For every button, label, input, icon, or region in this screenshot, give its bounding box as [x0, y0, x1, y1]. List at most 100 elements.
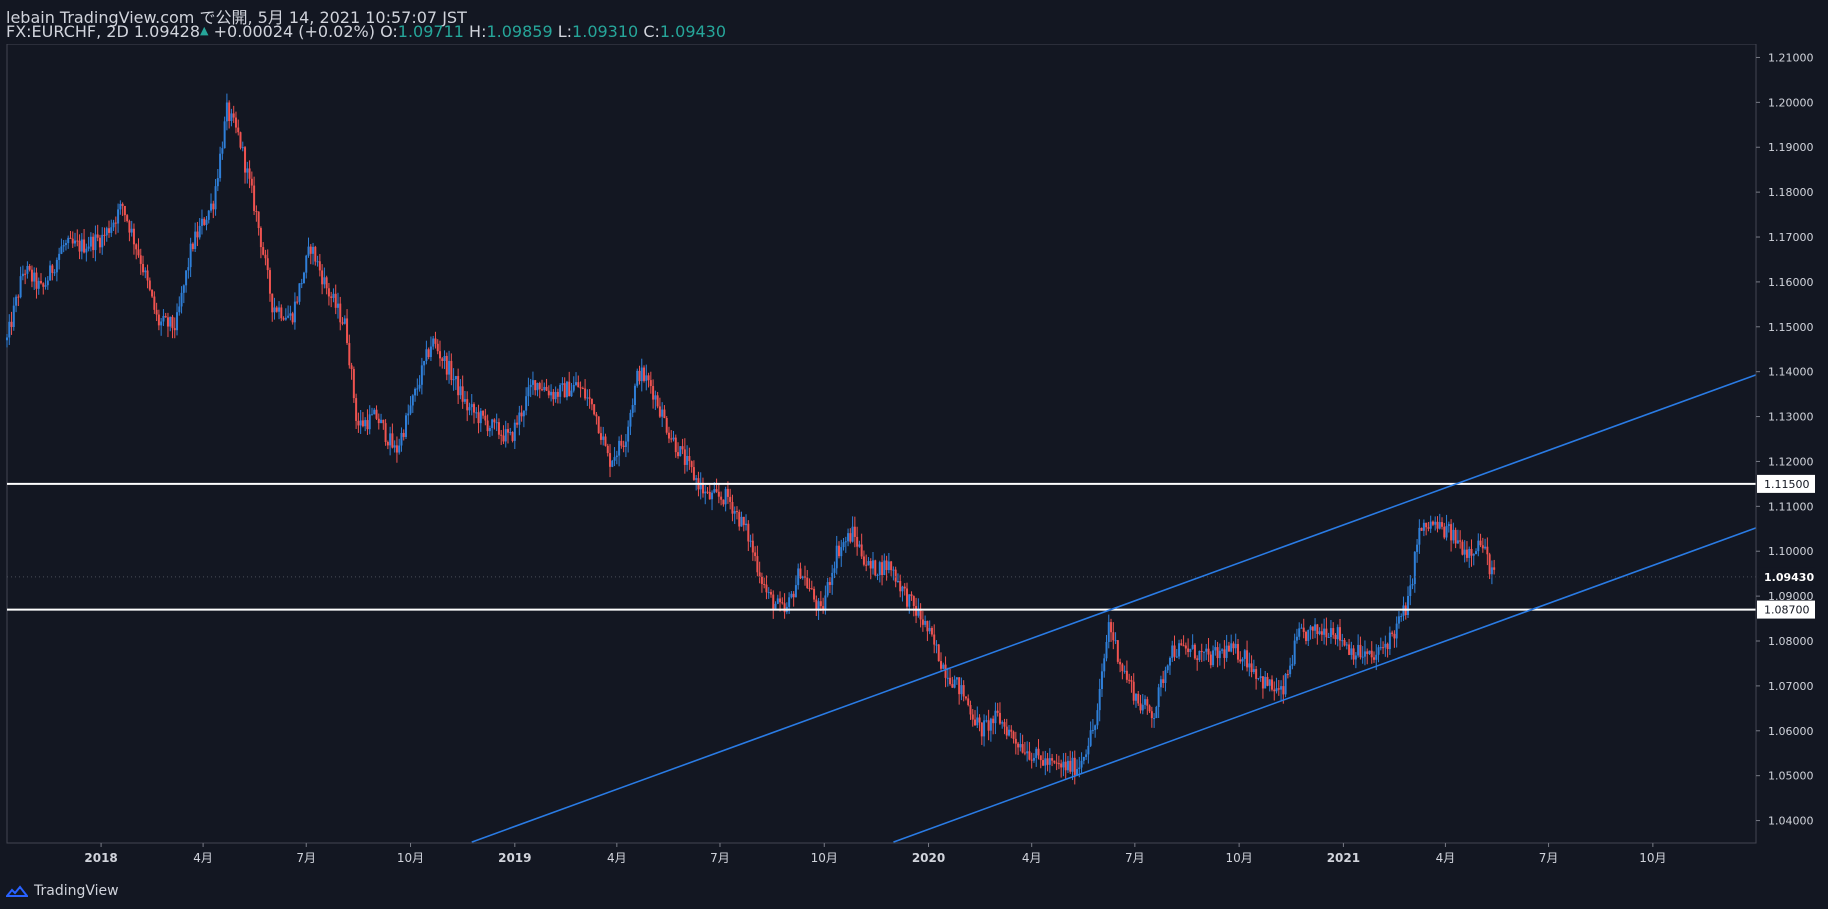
candle-up [368, 414, 371, 430]
candle-down [1441, 522, 1444, 527]
candle-down [647, 375, 650, 381]
candle-down [24, 273, 27, 275]
candle-up [425, 349, 428, 362]
candle-up [49, 265, 52, 281]
candle-down [1479, 540, 1482, 546]
candle-up [1089, 730, 1092, 746]
candle-down [309, 246, 312, 254]
candle-up [1309, 626, 1312, 630]
candle-down [502, 435, 505, 442]
candle-down [427, 349, 430, 358]
candle-up [495, 422, 498, 424]
candle-up [842, 542, 845, 548]
candle-down [865, 564, 868, 566]
candle-down [128, 221, 131, 233]
candle-up [636, 370, 639, 386]
candle-up [1327, 637, 1330, 639]
candle-down [377, 418, 380, 424]
candle-up [695, 478, 698, 480]
candle-up [1141, 704, 1144, 711]
candle-up [989, 718, 992, 731]
candle-up [180, 292, 183, 307]
candle-up [1202, 651, 1205, 653]
candle-up [1422, 522, 1425, 531]
candle-up [162, 315, 165, 322]
candle-up [867, 561, 870, 566]
candle-down [1325, 628, 1328, 638]
candle-down [808, 588, 811, 590]
candle-down [806, 577, 809, 589]
candle-up [110, 227, 113, 233]
candle-up [420, 365, 423, 385]
candle-up [1397, 616, 1400, 624]
candle-up [994, 710, 997, 724]
candle-down [912, 596, 915, 606]
candle-up [554, 391, 557, 400]
candle-up [749, 540, 752, 542]
candle-down [355, 398, 358, 421]
candle-up [169, 316, 172, 327]
candle-down [1139, 703, 1142, 711]
candle-down [234, 117, 237, 128]
candle-down [717, 491, 720, 497]
candle-down [507, 429, 510, 433]
candle-down [783, 603, 786, 613]
candle-down [10, 321, 13, 327]
candle-up [887, 561, 890, 571]
price-tick-label: 1.10000 [1768, 545, 1814, 558]
price-tick-label: 1.13000 [1768, 411, 1814, 424]
candle-down [244, 147, 247, 173]
price-tick-label: 1.19000 [1768, 141, 1814, 154]
candle-up [1452, 529, 1455, 541]
low-label: L: [557, 22, 573, 41]
price-axis[interactable]: 1.04000 1.05000 1.06000 1.07000 1.08000 1.090… [1756, 51, 1814, 828]
candle-up [205, 219, 208, 225]
candle-down [391, 433, 394, 448]
candle-up [1409, 585, 1412, 597]
candle-down [250, 178, 253, 186]
candle-down [1037, 748, 1040, 756]
time-tick-label: 4月 [1022, 851, 1042, 865]
price-tick-label: 1.06000 [1768, 725, 1814, 738]
candle-up [198, 225, 201, 238]
candle-down [1239, 659, 1242, 662]
candle-up [942, 664, 945, 669]
candle-down [792, 593, 795, 598]
candle-down [520, 412, 523, 417]
candle-down [720, 496, 723, 500]
time-axis[interactable]: 2018 4月 7月 10月 2019 4月 7月 10月 2020 4月 7月 10月 2021 4月 7… [84, 843, 1666, 865]
horizontal-lines-layer[interactable] [7, 482, 1756, 611]
candle-down [232, 113, 235, 118]
trendline-channel-upper[interactable] [471, 374, 1757, 843]
candle-up [1257, 678, 1260, 680]
candle-down [658, 406, 661, 417]
candle-up [1157, 687, 1160, 708]
candle-up [851, 526, 854, 542]
tradingview-brand[interactable]: TradingView [6, 883, 119, 899]
candle-up [844, 541, 847, 543]
candle-up [531, 380, 534, 385]
candle-down [96, 234, 99, 238]
symbol-label[interactable]: FX:EURCHF, 2D [6, 22, 129, 41]
candle-down [906, 588, 909, 607]
candle-down [92, 236, 95, 251]
candle-up [835, 545, 838, 569]
candle-down [203, 218, 206, 225]
candle-down [402, 432, 405, 437]
plot-area[interactable] [6, 43, 1757, 844]
candle-down [1023, 752, 1026, 754]
trendlines-layer[interactable] [471, 374, 1757, 843]
trendline-channel-lower[interactable] [893, 527, 1757, 843]
candle-up [1241, 658, 1244, 662]
candle-up [1225, 645, 1228, 658]
candle-down [135, 244, 138, 250]
candle-up [1001, 722, 1004, 724]
candle-up [672, 437, 675, 440]
candle-down [1223, 649, 1226, 658]
candle-down [1454, 529, 1457, 544]
candle-up [343, 318, 346, 324]
candle-down [894, 569, 897, 582]
candle-up [336, 303, 339, 308]
candle-down [756, 556, 759, 573]
